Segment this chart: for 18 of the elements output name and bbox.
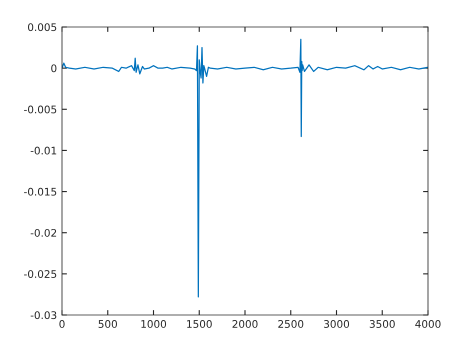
y-tick-label: -0.005	[24, 106, 56, 114]
y-tick-label: 0	[51, 64, 56, 72]
x-tick-label: 2500	[278, 320, 304, 328]
y-tick-label: 0.005	[28, 23, 56, 32]
x-tick-label: 500	[98, 320, 117, 328]
x-tick-label: 3000	[324, 320, 350, 328]
y-tick-label: -0.01	[30, 146, 56, 155]
y-tick-label: -0.015	[24, 188, 56, 196]
line-series	[62, 38, 428, 298]
x-tick-label: 3500	[370, 320, 395, 328]
y-tick-label: -0.02	[30, 228, 56, 237]
x-tick-label: 4000	[415, 320, 441, 328]
y-tick-label: -0.03	[30, 311, 56, 320]
x-tick-label: 1000	[141, 320, 166, 328]
x-tick-label: 2000	[232, 320, 258, 328]
y-tick-label: -0.025	[24, 270, 56, 278]
x-tick-label: 0	[59, 320, 65, 328]
x-tick-label: 1500	[187, 320, 212, 328]
